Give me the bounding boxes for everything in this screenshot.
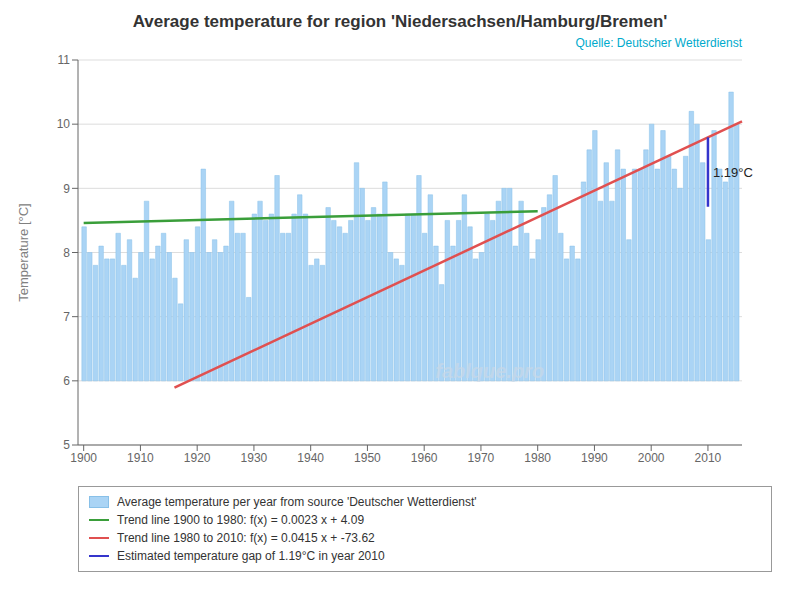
- svg-text:1950: 1950: [354, 451, 381, 465]
- svg-text:1970: 1970: [468, 451, 495, 465]
- svg-text:1940: 1940: [297, 451, 324, 465]
- svg-text:1960: 1960: [411, 451, 438, 465]
- svg-text:Temperature [°C]: Temperature [°C]: [16, 203, 31, 301]
- html-text:Average temperature for region: Average temperature for region 'Niedersa…: [132, 12, 668, 31]
- svg-text:1920: 1920: [184, 451, 211, 465]
- svg-text:2010: 2010: [695, 451, 722, 465]
- html-text:Trend line 1980 to 2010: f(x): Trend line 1980 to 2010: f(x) = 0.0415 x…: [117, 531, 375, 545]
- svg-text:1980: 1980: [524, 451, 551, 465]
- svg-text:1.19°C: 1.19°C: [713, 165, 753, 180]
- svg-text:2000: 2000: [638, 451, 665, 465]
- svg-text:1910: 1910: [127, 451, 154, 465]
- html-text:Estimated temperature gap of 1: Estimated temperature gap of 1.19°C in y…: [117, 549, 385, 563]
- html-text:fablque.pro: fablque.pro: [435, 359, 545, 382]
- svg-text:8: 8: [63, 246, 70, 260]
- svg-text:1990: 1990: [581, 451, 608, 465]
- svg-text:6: 6: [63, 374, 70, 388]
- svg-text:5: 5: [63, 438, 70, 452]
- html-text:Average temperature per year f: Average temperature per year from source…: [117, 495, 477, 509]
- html-text:Trend line 1900 to 1980: f(x): Trend line 1900 to 1980: f(x) = 0.0023 x…: [117, 513, 365, 527]
- svg-text:7: 7: [63, 310, 70, 324]
- svg-text:9: 9: [63, 182, 70, 196]
- svg-text:1930: 1930: [241, 451, 268, 465]
- svg-text:1900: 1900: [70, 451, 97, 465]
- svg-text:10: 10: [57, 117, 71, 131]
- svg-text:11: 11: [58, 53, 71, 67]
- html-text:Quelle: Deutscher Wetterdienst: Quelle: Deutscher Wetterdienst: [575, 36, 742, 50]
